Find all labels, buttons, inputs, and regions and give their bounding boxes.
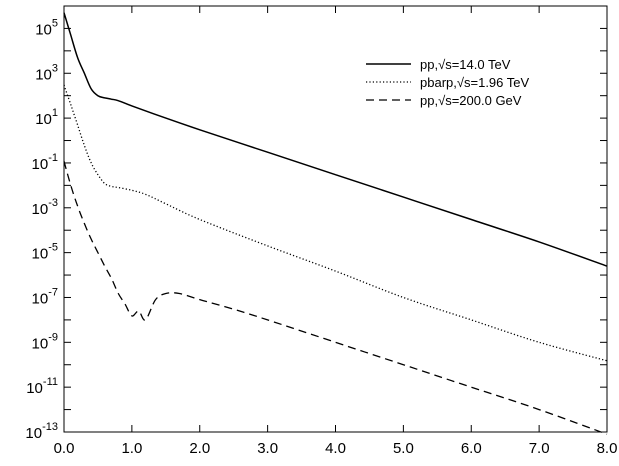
y-tick-base: 10 (32, 290, 49, 307)
y-tick-label: 105 (35, 17, 58, 38)
series-line-3 (63, 161, 608, 435)
y-tick-label: 10-1 (32, 152, 58, 173)
y-tick-label: 10-3 (32, 197, 58, 218)
y-tick-base: 10 (35, 111, 52, 128)
y-tick-exponent: 3 (52, 62, 58, 74)
legend: pp,√s=14.0 TeV pbarp,√s=1.96 TeV pp,√s=200… (366, 57, 529, 108)
y-tick-label: 10-13 (25, 421, 58, 442)
x-tick-label: 7.0 (529, 440, 550, 457)
y-tick-label: 10-5 (32, 242, 58, 263)
y-tick-base: 10 (32, 246, 49, 263)
y-tick-exponent: -1 (48, 152, 58, 164)
series-line-2 (63, 84, 608, 362)
x-tick-label: 3.0 (257, 440, 278, 457)
y-tick-label: 10-7 (32, 286, 58, 307)
y-tick-exponent: -7 (48, 286, 58, 298)
y-tick-base: 10 (32, 156, 49, 173)
plot-frame-rect (63, 5, 608, 433)
x-tick-label: 8.0 (597, 440, 618, 457)
series-line-1 (63, 12, 608, 267)
y-tick-base: 10 (32, 201, 49, 218)
y-tick-exponent: -13 (42, 421, 58, 433)
legend-label-3: pp,√s=200.0 GeV (420, 93, 522, 108)
y-tick-base: 10 (35, 66, 52, 83)
y-tick-base: 10 (35, 21, 52, 38)
series-lines (63, 12, 608, 435)
y-tick-base: 10 (32, 335, 49, 352)
y-tick-label: 10-9 (32, 331, 58, 352)
x-tick-label: 6.0 (461, 440, 482, 457)
x-tick-label: 1.0 (121, 440, 142, 457)
y-tick-base: 10 (25, 425, 42, 442)
x-tick-label: 4.0 (325, 440, 346, 457)
legend-label-1: pp,√s=14.0 TeV (420, 57, 511, 72)
y-tick-label: 10-11 (26, 376, 58, 397)
y-tick-exponent: 5 (52, 17, 58, 29)
plot-frame (63, 5, 608, 433)
y-tick-base: 10 (26, 380, 43, 397)
legend-label-2: pbarp,√s=1.96 TeV (420, 75, 529, 90)
y-tick-label: 103 (35, 62, 58, 83)
x-axis: 0.0 1.0 2.0 3.0 4.0 5.0 6.0 7.0 8.0 (54, 6, 618, 457)
y-tick-exponent: -5 (48, 242, 58, 254)
y-tick-exponent: 1 (52, 107, 58, 119)
y-tick-label: 101 (35, 107, 58, 128)
x-tick-label: 2.0 (189, 440, 210, 457)
x-tick-label: 5.0 (393, 440, 414, 457)
y-tick-exponent: -11 (43, 376, 58, 388)
x-tick-label: 0.0 (54, 440, 75, 457)
y-tick-exponent: -9 (48, 331, 58, 343)
y-tick-exponent: -3 (48, 197, 58, 209)
